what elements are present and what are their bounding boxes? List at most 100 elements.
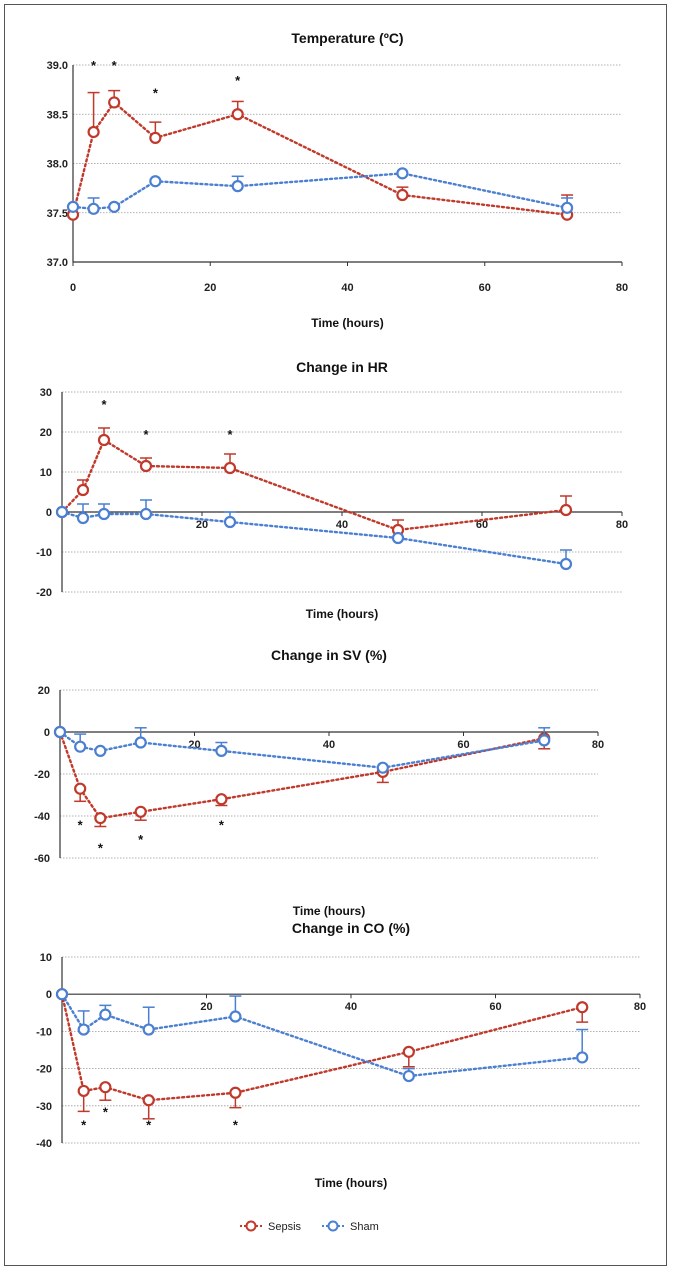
data-point-sepsis <box>76 483 90 497</box>
y-tick-label: 38.0 <box>47 159 68 171</box>
data-point-sham <box>66 200 80 213</box>
significance-star: * <box>235 73 241 88</box>
x-tick-label: 40 <box>341 282 353 294</box>
x-tick-label: 60 <box>476 519 488 531</box>
y-tick-label: -30 <box>36 1101 52 1113</box>
data-point-sham <box>55 505 69 519</box>
significance-star: * <box>81 1117 87 1132</box>
x-tick-label: 40 <box>345 1001 357 1013</box>
data-point-sepsis <box>134 805 147 818</box>
x-tick-label: 0 <box>70 282 76 294</box>
x-tick-label: 20 <box>200 1001 212 1013</box>
chart-1: Temperature (ºC) 37.0 37.5 38.0 38.5 39.0 0 20 4… <box>47 30 629 330</box>
data-point-sepsis <box>215 793 228 806</box>
x-tick-label: 80 <box>616 519 628 531</box>
x-tick-label: 60 <box>457 739 469 751</box>
series-line-sepsis <box>58 730 546 820</box>
data-point-sham <box>97 507 111 521</box>
significance-star: * <box>146 1117 152 1132</box>
data-point-sham <box>149 175 162 188</box>
data-point-sham <box>391 531 405 545</box>
data-point-sepsis <box>108 96 121 109</box>
data-point-sepsis <box>229 1086 242 1099</box>
chart-title: Change in CO (%) <box>292 920 410 936</box>
y-tick-label: -40 <box>36 1138 52 1150</box>
data-point-sham <box>560 201 574 214</box>
y-tick-label: 10 <box>40 467 52 479</box>
legend-marker <box>327 1220 339 1232</box>
y-tick-label: -40 <box>34 811 50 823</box>
data-point-sham <box>139 507 153 521</box>
series-line-sham <box>60 993 584 1078</box>
y-tick-label: 0 <box>46 507 52 519</box>
data-point-sepsis <box>142 1094 155 1107</box>
data-point-sham <box>559 557 573 571</box>
x-axis-label: Time (hours) <box>293 904 365 918</box>
y-tick-label: 20 <box>40 427 52 439</box>
data-point-sham <box>134 736 147 749</box>
data-point-sham <box>229 1010 242 1023</box>
chart-4: Change in CO (%) -40 -30 -20 -10 0 10 20 40 60 80 T… <box>36 920 646 1190</box>
series-line-sham <box>58 730 546 769</box>
data-point-sham <box>576 1051 589 1064</box>
x-tick-label: 40 <box>336 519 348 531</box>
y-tick-label: 0 <box>46 989 52 1001</box>
series-line-sepsis <box>71 100 569 216</box>
data-point-sham <box>223 515 237 529</box>
y-tick-label: 39.0 <box>47 60 68 72</box>
legend-marker <box>245 1220 257 1232</box>
data-point-sham <box>76 511 90 525</box>
x-tick-label: 80 <box>634 1001 646 1013</box>
data-point-sepsis <box>559 503 573 517</box>
data-point-sham <box>53 725 67 739</box>
data-point-sham <box>231 180 244 193</box>
x-tick-label: 80 <box>616 282 628 294</box>
data-point-sepsis <box>94 811 107 825</box>
data-point-sepsis <box>402 1045 415 1058</box>
chart-title: Change in SV (%) <box>271 647 387 663</box>
y-tick-label: -20 <box>34 769 50 781</box>
data-point-sepsis <box>231 108 244 121</box>
x-tick-label: 20 <box>196 519 208 531</box>
x-axis-label: Time (hours) <box>311 316 383 330</box>
data-point-sham <box>396 167 409 180</box>
y-tick-label: 10 <box>40 952 52 964</box>
y-tick-label: 0 <box>44 727 50 739</box>
data-point-sham <box>538 734 551 747</box>
y-tick-label: 37.0 <box>47 257 68 269</box>
data-point-sepsis <box>77 1084 90 1098</box>
significance-star: * <box>78 817 84 832</box>
y-tick-label: 20 <box>38 685 50 697</box>
x-tick-label: 20 <box>204 282 216 294</box>
data-point-sham <box>108 200 121 213</box>
significance-star: * <box>138 832 144 847</box>
data-point-sham <box>215 744 228 758</box>
data-point-sepsis <box>87 125 100 139</box>
series-line-sepsis <box>60 993 584 1102</box>
significance-star: * <box>219 817 225 832</box>
y-tick-label: 38.5 <box>47 109 68 121</box>
y-tick-label: -10 <box>36 1026 52 1038</box>
data-point-sepsis <box>99 1081 112 1094</box>
data-point-sepsis <box>139 459 153 473</box>
significance-star: * <box>227 427 233 442</box>
data-point-sham <box>55 988 69 1001</box>
significance-star: * <box>143 427 149 442</box>
data-point-sepsis <box>149 131 162 144</box>
data-point-sham <box>142 1023 155 1036</box>
y-tick-label: -10 <box>36 547 52 559</box>
chart-title: Temperature (ºC) <box>291 30 403 46</box>
significance-star: * <box>233 1117 239 1132</box>
data-point-sham <box>87 202 100 215</box>
chart-2: Change in HR -20 -10 0 10 20 30 20 40 60 80 Time (h… <box>36 359 628 621</box>
x-tick-label: 80 <box>592 739 604 751</box>
x-axis-label: Time (hours) <box>306 607 378 621</box>
data-point-sham <box>77 1023 90 1036</box>
significance-star: * <box>112 58 118 73</box>
data-point-sepsis <box>396 188 409 202</box>
x-tick-label: 60 <box>479 282 491 294</box>
legend: Sepsis Sham <box>240 1220 379 1233</box>
series-line-sham <box>71 172 569 211</box>
data-point-sham <box>94 744 107 758</box>
